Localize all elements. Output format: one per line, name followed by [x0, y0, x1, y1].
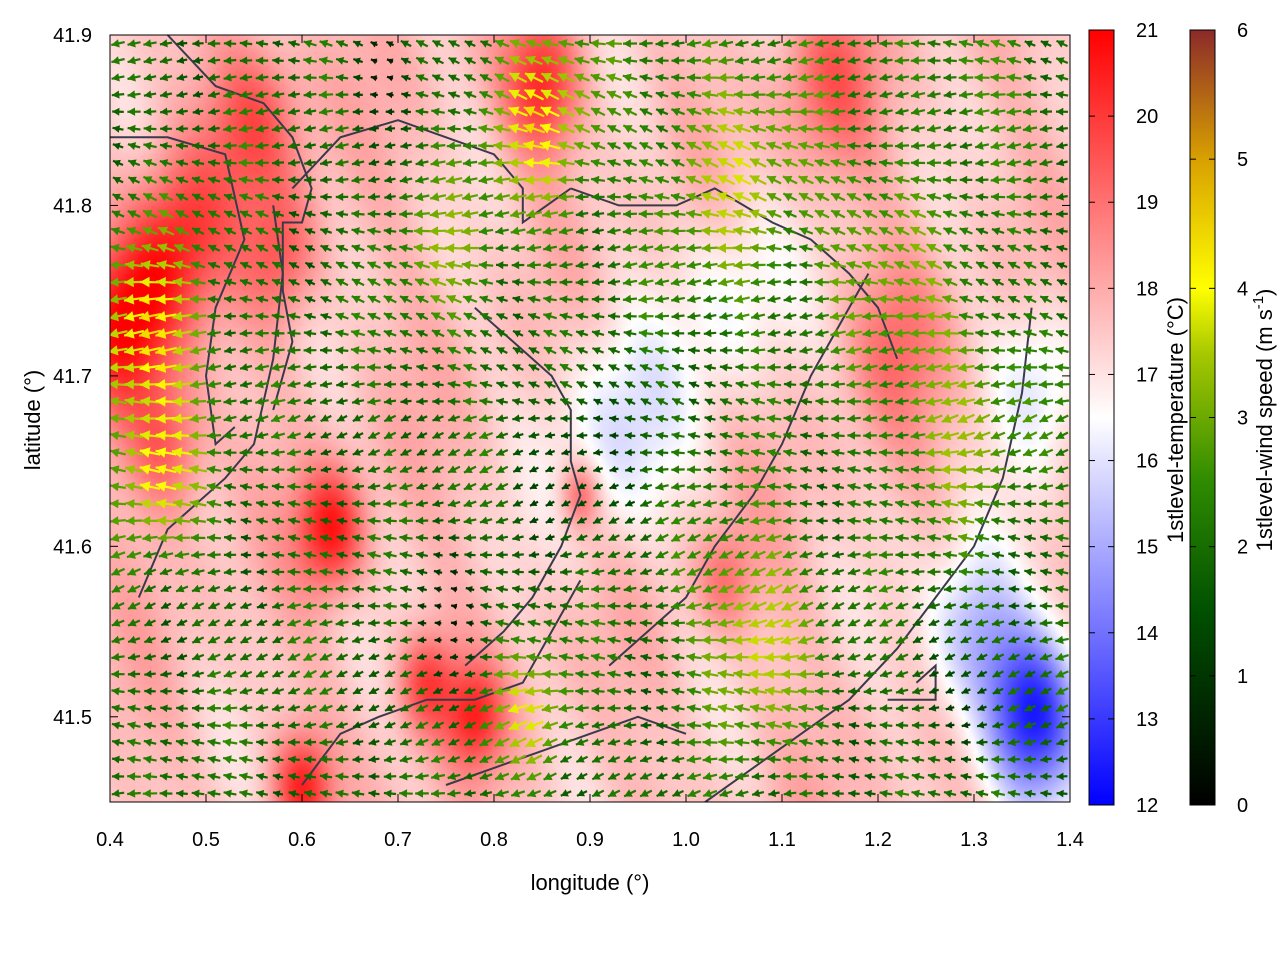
- temperature-heatmap: [110, 35, 1070, 802]
- plot-area: [108, 35, 1070, 802]
